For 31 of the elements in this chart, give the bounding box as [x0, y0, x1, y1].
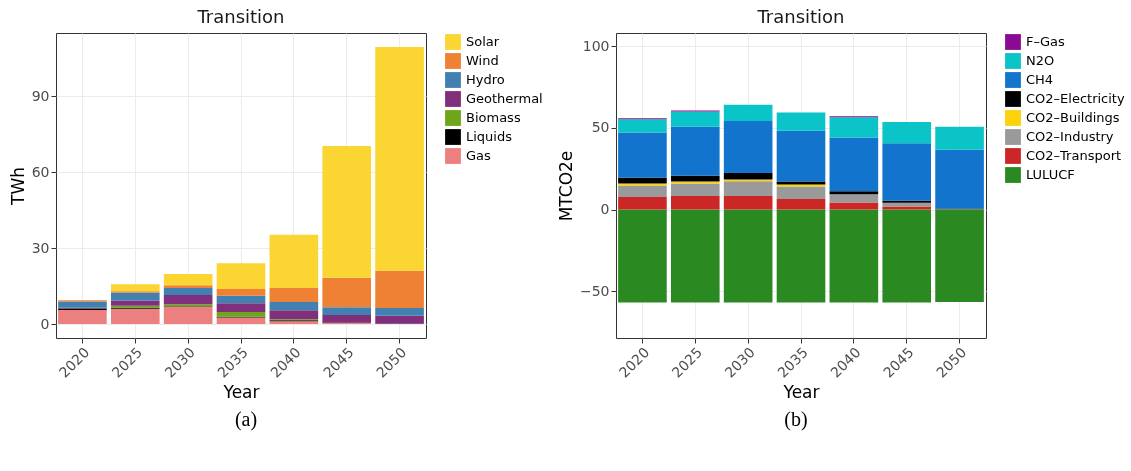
legend-label: Gas [466, 148, 492, 163]
legend-label: Wind [466, 53, 499, 68]
x-axis-title: Year [782, 381, 820, 402]
y-tick-label: 100 [582, 37, 610, 54]
legend-label: CO2–Transport [1026, 148, 1122, 163]
y-tick-label: 0 [40, 315, 50, 332]
y-tick-label: 30 [31, 239, 50, 256]
legend-label: CO2–Buildings [1026, 110, 1120, 125]
y-tick-label: 90 [31, 87, 50, 104]
x-axis-title: Year [222, 381, 260, 402]
legend-label: CO2–Electricity [1026, 91, 1125, 106]
y-tick-label: −50 [579, 282, 610, 299]
y-tick-label: 60 [31, 163, 50, 180]
y-axis-title: MTCO2e [555, 150, 576, 222]
y-tick-label: 50 [591, 119, 610, 136]
legend-label: CH4 [1026, 72, 1054, 87]
legend-label: CO2–Industry [1026, 129, 1114, 144]
legend-label: Hydro [466, 72, 505, 87]
text: (a) [234, 408, 258, 431]
legend-label: Liquids [466, 129, 513, 144]
legend-label: Geothermal [466, 91, 543, 106]
text: (b) [784, 408, 808, 431]
legend-label: N2O [1026, 53, 1055, 68]
y-axis-title: TWh [7, 167, 28, 206]
legend-label: Biomass [466, 110, 521, 125]
chart-title: Transition [196, 6, 285, 27]
chart-title: Transition [756, 6, 845, 27]
legend-label: F–Gas [1026, 34, 1066, 49]
legend-label: Solar [466, 34, 500, 49]
legend-label: LULUCF [1026, 167, 1075, 182]
y-tick-label: 0 [600, 201, 610, 218]
